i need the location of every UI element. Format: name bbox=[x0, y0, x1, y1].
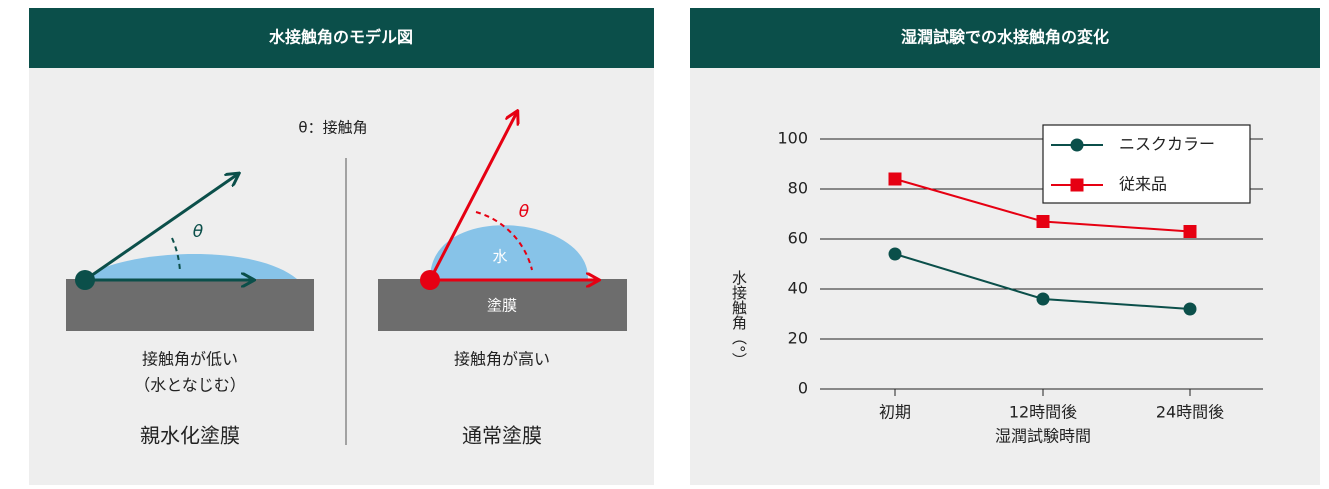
marker bbox=[1070, 138, 1084, 152]
x-tick-label: 24時間後 bbox=[1156, 403, 1224, 422]
marker bbox=[888, 247, 902, 261]
coating-name: 親水化塗膜 bbox=[140, 424, 240, 448]
panel-title: 水接触角のモデル図 bbox=[269, 28, 413, 47]
x-tick-label: 12時間後 bbox=[1009, 403, 1077, 422]
water-label: 水 bbox=[492, 248, 507, 266]
panel bbox=[690, 8, 1320, 485]
marker bbox=[1183, 302, 1197, 316]
marker bbox=[1070, 178, 1084, 192]
film-label: 塗膜 bbox=[487, 297, 517, 315]
y-tick-label: 40 bbox=[788, 279, 808, 298]
y-tick-label: 100 bbox=[777, 129, 808, 148]
arrow bbox=[84, 174, 238, 282]
y-tick-label: 0 bbox=[798, 379, 808, 398]
caption: 接触角が高い bbox=[454, 350, 550, 369]
contact-point bbox=[75, 270, 95, 290]
x-axis-label: 湿潤試験時間 bbox=[995, 427, 1091, 446]
theta: θ bbox=[193, 222, 204, 242]
caption: （水となじむ） bbox=[134, 376, 246, 395]
marker bbox=[1036, 292, 1050, 306]
coating-name: 通常塗膜 bbox=[462, 424, 542, 448]
panel-header bbox=[29, 8, 654, 68]
drop bbox=[430, 225, 589, 279]
film bbox=[66, 279, 314, 331]
y-tick-label: 20 bbox=[788, 329, 808, 348]
arrow bbox=[428, 112, 517, 281]
angle-arc bbox=[171, 237, 181, 273]
x-tick-label: 初期 bbox=[879, 403, 911, 422]
legend-text: θ：接触角 bbox=[298, 119, 367, 137]
marker bbox=[888, 172, 902, 186]
panel-header bbox=[690, 8, 1320, 68]
film bbox=[378, 279, 627, 331]
contact-point bbox=[420, 270, 440, 290]
marker bbox=[1036, 215, 1050, 228]
caption: 接触角が低い bbox=[142, 350, 238, 369]
y-tick-label: 80 bbox=[788, 179, 808, 198]
legend-label: ニスクカラー bbox=[1119, 135, 1215, 154]
marker bbox=[1183, 225, 1197, 238]
theta: θ bbox=[519, 202, 530, 222]
y-axis-label: 水接触角（°） bbox=[730, 270, 748, 368]
chart-title: 湿潤試験での水接触角の変化 bbox=[900, 28, 1109, 47]
angle-arc bbox=[475, 211, 533, 271]
legend-label: 従来品 bbox=[1119, 175, 1167, 194]
y-tick-label: 60 bbox=[788, 229, 808, 248]
